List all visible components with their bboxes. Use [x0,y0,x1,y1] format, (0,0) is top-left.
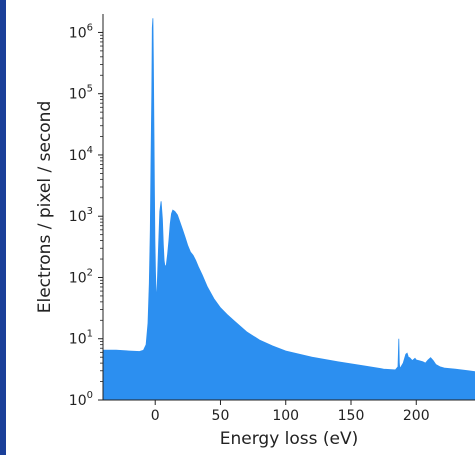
y-tick-label: 103 [69,206,93,225]
eels-spectrum-chart: 0 50 100 150 200 100 101 102 103 104 105 106 Energy… [35,14,475,449]
plot-marks [102,18,475,401]
x-tick-label: 200 [403,408,430,424]
y-tick-label: 102 [69,267,93,286]
y-tick-label: 100 [69,390,93,409]
spectrum-area-0 [102,18,475,401]
x-tick-label: 50 [212,408,230,424]
x-tick-label: 100 [272,408,299,424]
x-tick-label: 150 [338,408,365,424]
plot-axes: 0 50 100 150 200 100 101 102 103 104 105 106 [69,14,475,424]
y-tick-label: 106 [69,22,93,41]
y-tick-label: 104 [69,145,93,164]
y-tick-label: 101 [69,329,93,348]
x-axis-label: Energy loss (eV) [220,429,359,449]
y-axis-label: Electrons / pixel / second [35,101,55,314]
y-tick-label: 105 [69,84,93,103]
chart-panel: 0 50 100 150 200 100 101 102 103 104 105 106 Energy… [6,0,475,455]
x-tick-label: 0 [151,408,160,424]
